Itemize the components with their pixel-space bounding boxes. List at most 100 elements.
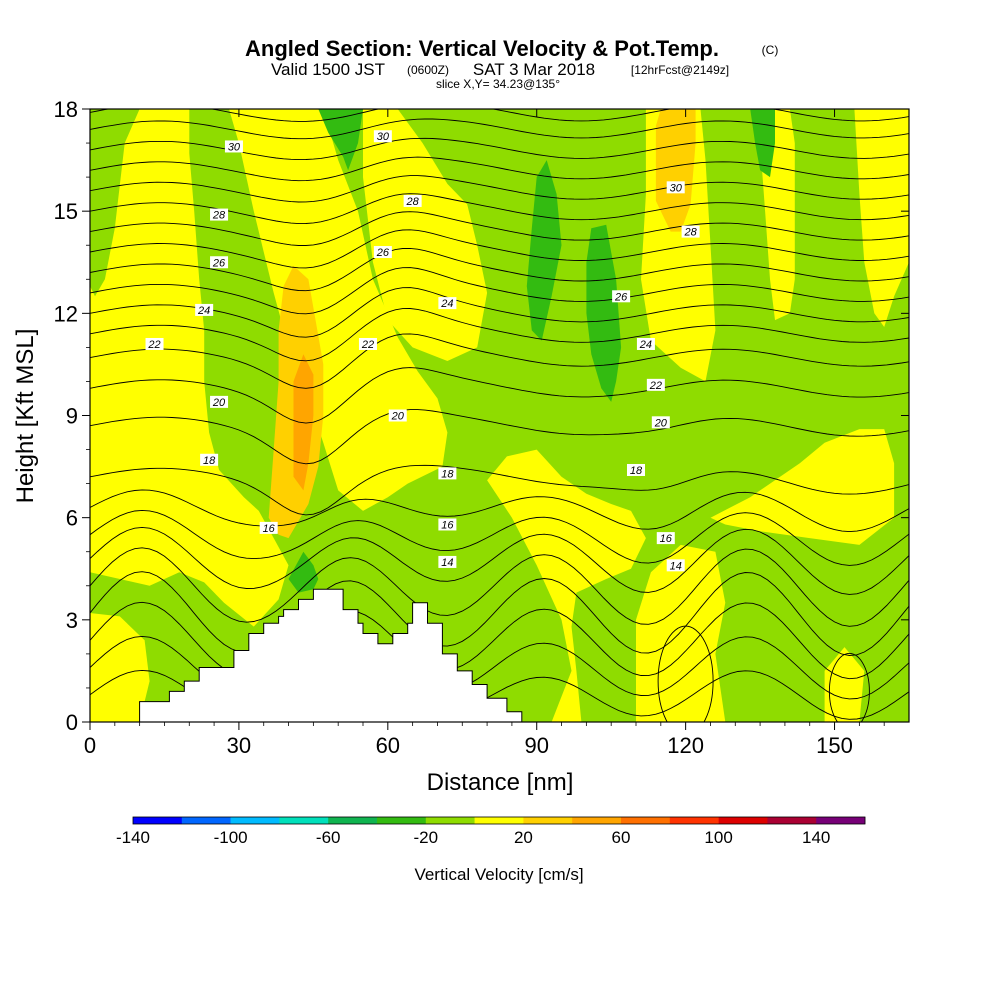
velocity-region-green — [526, 160, 562, 341]
velocity-shading-layer — [90, 109, 909, 722]
contour-label-bg — [200, 453, 219, 466]
colorbar-swatch — [133, 817, 183, 824]
colorbar-frame — [132, 816, 866, 825]
contour-label-text: 22 — [361, 339, 374, 351]
contour-label-bg — [651, 416, 670, 429]
theta-contour-line — [90, 247, 909, 292]
theta-contour-line — [90, 509, 909, 566]
theta-contour-label: 14 — [438, 555, 457, 569]
theta-contour-label: 30 — [224, 140, 243, 153]
velocity-region-gold — [655, 109, 696, 232]
contour-label-text: 16 — [441, 519, 454, 531]
y-axis-label: Height [Kft MSL] — [12, 329, 39, 504]
contour-label-text: 20 — [391, 411, 405, 423]
theta-contour-label: 16 — [259, 521, 278, 535]
theta-contour-line — [90, 175, 909, 203]
theta-contour-label: 18 — [627, 463, 645, 477]
contour-label-text: 18 — [441, 468, 454, 480]
theta-contour-label: 22 — [358, 337, 377, 351]
colorbar-swatch — [181, 817, 231, 824]
contour-label-bg — [656, 532, 675, 545]
terrain-profile — [90, 589, 909, 722]
velocity-region-yellow — [189, 109, 448, 511]
theta-contour-line — [90, 526, 909, 595]
contour-label-bg — [681, 225, 700, 238]
contour-label-bg — [388, 409, 407, 422]
contour-label-text: 18 — [630, 465, 643, 477]
colorbar-swatch — [474, 817, 524, 824]
colorbar-swatch — [572, 817, 622, 824]
theta-contour-label: 24 — [195, 303, 214, 317]
theta-contour-line — [90, 333, 909, 389]
chart-title: Angled Section: Vertical Velocity & Pot.… — [245, 36, 719, 61]
chart-forecast-info: [12hrFcst@2149z] — [631, 63, 729, 77]
contour-label-bg — [373, 130, 392, 143]
colorbar-swatch — [523, 817, 573, 824]
theta-contour-label: 28 — [403, 194, 422, 208]
contour-label-text: 24 — [440, 298, 453, 310]
colorbar-tick-label: 60 — [612, 828, 631, 847]
velocity-region-yellow — [90, 109, 289, 627]
theta-contour-label: 18 — [200, 453, 219, 467]
velocity-region-green — [586, 224, 622, 402]
x-tick-label: 90 — [524, 733, 548, 758]
contour-label-text: 18 — [203, 455, 216, 467]
contour-label-bg — [210, 395, 229, 408]
theta-contour-label: 18 — [438, 467, 457, 480]
contour-label-bg — [210, 208, 229, 221]
colorbar-tick-label: 140 — [802, 828, 830, 847]
velocity-region-yellow — [854, 109, 909, 327]
theta-contour-line — [90, 118, 909, 140]
colorbar-swatch — [230, 817, 280, 824]
theta-contour-label: 26 — [612, 290, 631, 303]
theta-contour-line — [90, 409, 909, 465]
theta-contour-line — [90, 287, 909, 338]
theta-contour-loop — [828, 652, 870, 722]
y-axis-ticks: 0 3 6 9 12 15 18 — [54, 97, 909, 735]
contour-label-bg — [373, 246, 392, 259]
contour-label-text: 16 — [263, 523, 276, 535]
contour-label-bg — [358, 337, 377, 350]
contour-label-text: 16 — [660, 533, 673, 545]
contour-label-text: 26 — [376, 247, 390, 259]
y-tick-label: 0 — [66, 710, 78, 735]
colorbar-swatch — [425, 817, 475, 824]
theta-contour-label: 28 — [210, 208, 229, 222]
contour-label-text: 26 — [212, 257, 226, 269]
theta-contour-label: 30 — [373, 130, 392, 143]
contour-label-bg — [438, 518, 457, 531]
contour-label-bg — [259, 521, 278, 534]
contour-label-text: 24 — [197, 305, 210, 317]
theta-contour-label: 24 — [636, 337, 655, 351]
colorbar-swatch — [279, 817, 329, 824]
y-tick-label: 18 — [54, 97, 78, 122]
x-tick-label: 60 — [376, 733, 400, 758]
x-tick-label: 120 — [667, 733, 704, 758]
colorbar-swatch — [328, 817, 378, 824]
chart-slice-info: slice X,Y= 34.23@135° — [436, 77, 560, 91]
velocity-region-green — [288, 551, 319, 593]
colorbar-swatch — [669, 817, 719, 824]
colorbar-label: Vertical Velocity [cm/s] — [414, 865, 583, 884]
velocity-region-green — [308, 109, 363, 171]
chart-valid-zulu: (0600Z) — [407, 63, 449, 77]
colorbar-swatch — [621, 817, 671, 824]
theta-contour-label: 28 — [681, 225, 700, 239]
colorbar-swatch — [377, 817, 427, 824]
theta-contour-line — [90, 464, 909, 516]
contour-label-bg — [195, 303, 214, 316]
theta-contour-label: 26 — [373, 246, 392, 259]
contour-label-bg — [666, 181, 685, 194]
theta-contour-label: 16 — [438, 518, 457, 531]
contour-label-text: 26 — [614, 291, 628, 303]
contour-label-bg — [438, 555, 457, 568]
theta-contour-label: 20 — [210, 395, 229, 409]
theta-contour-line — [90, 308, 909, 362]
plot-area: 30 28 26 24 22 20 18 16 30 28 26 24 22 20 18 16 14 30 28 26… — [90, 109, 909, 722]
theta-contour-label: 20 — [651, 416, 670, 429]
colorbar: -140 -100 -60 -20 20 60 100 140 — [116, 816, 866, 847]
contour-label-text: 28 — [212, 210, 226, 222]
theta-contour-line — [90, 211, 909, 246]
contour-label-text: 22 — [147, 339, 160, 351]
contour-label-text: 24 — [639, 339, 652, 351]
